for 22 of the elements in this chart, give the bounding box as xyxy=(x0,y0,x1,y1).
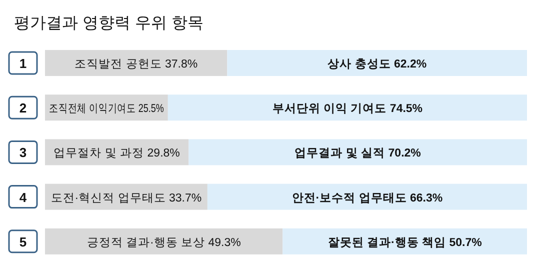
y-tick-label: 3 xyxy=(19,145,27,160)
data-label: 업무절차 및 과정 29.8% xyxy=(54,148,180,160)
data-label: 안전·보수적 업무태도 66.3% xyxy=(292,191,443,204)
bar xyxy=(168,94,527,121)
data-label: 조직발전 공헌도 37.8% xyxy=(74,58,198,70)
y-tick-label: 2 xyxy=(19,100,27,116)
data-label: 도전·혁신적 업무태도 33.7% xyxy=(50,192,202,204)
bar xyxy=(207,184,527,210)
bar xyxy=(227,50,527,76)
data-label: 잘못된 결과·행동 책임 50.7% xyxy=(328,236,482,249)
chart-title: 평가결과 영향력 우위 항목 xyxy=(14,15,204,32)
data-label: 부서단위 이익 기여도 74.5% xyxy=(272,102,423,116)
y-tick-label: 1 xyxy=(19,56,27,71)
data-label: 업무결과 및 실적 70.2% xyxy=(294,146,421,160)
y-tick-label: 5 xyxy=(19,234,27,250)
y-tick-label: 4 xyxy=(19,190,28,205)
data-label: 상사 충성도 62.2% xyxy=(326,58,427,70)
bar xyxy=(45,228,283,254)
data-label: 조직전체 이익기여도 25.5% xyxy=(49,103,196,116)
data-label: 긍정적 결과·행동 보상 49.3% xyxy=(86,236,241,249)
bar xyxy=(188,139,527,166)
bar xyxy=(45,50,228,76)
